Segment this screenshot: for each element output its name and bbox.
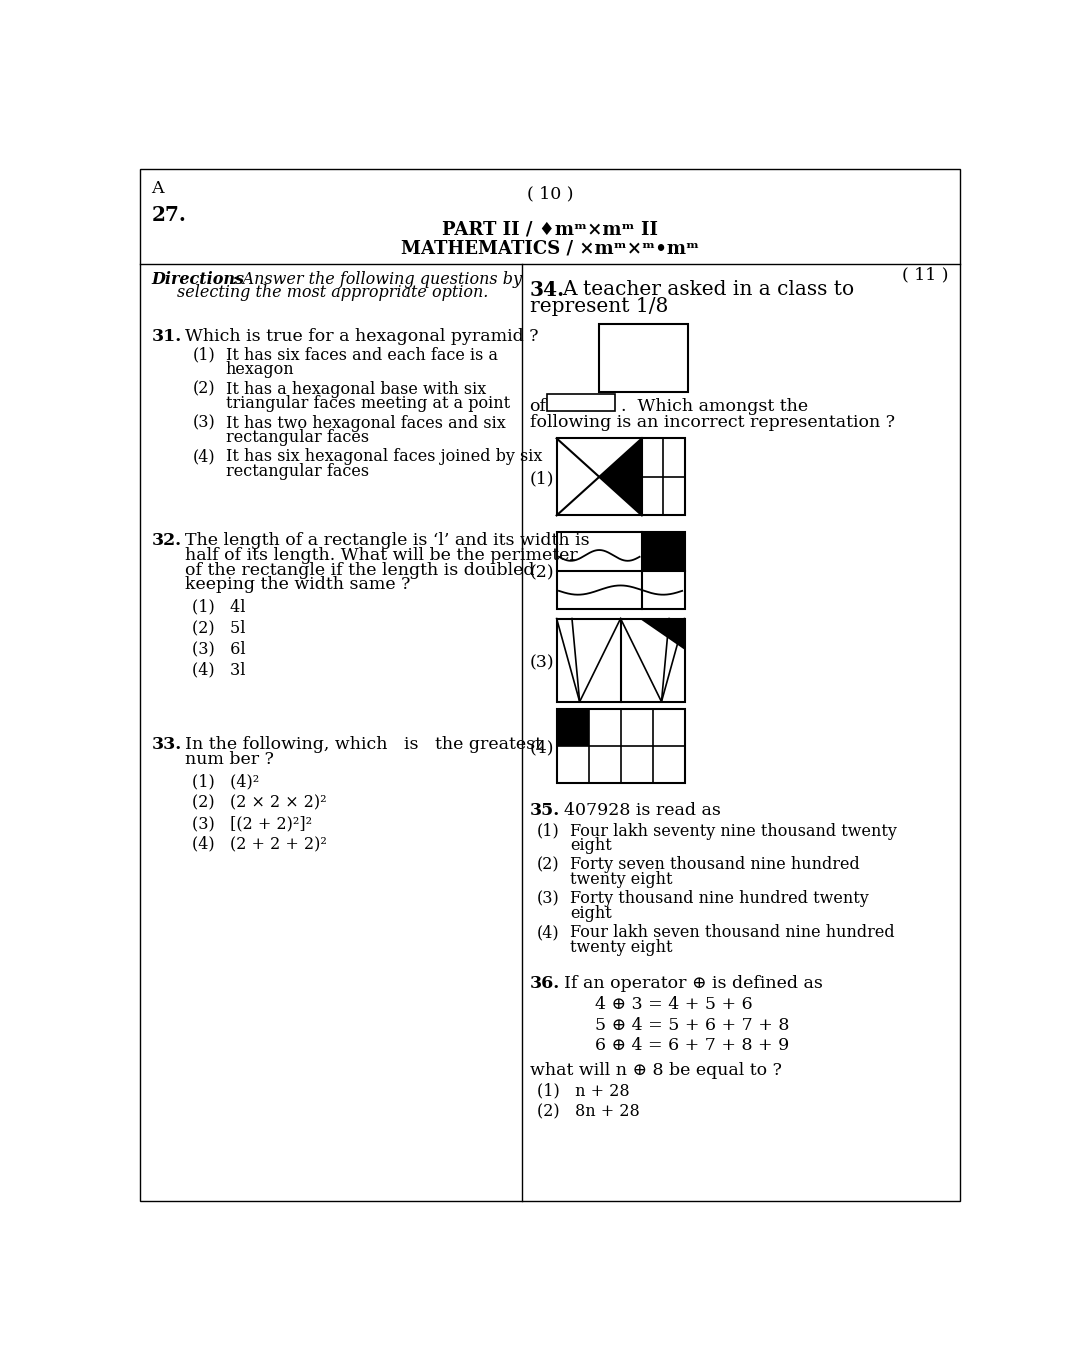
Bar [547, 393, 614, 411]
Bar [556, 533, 684, 609]
Text: (3): (3) [537, 891, 560, 907]
Text: The length of a rectangle is ‘l’ and its width is: The length of a rectangle is ‘l’ and its… [185, 533, 590, 549]
Text: 36.: 36. [529, 975, 560, 993]
Text: (1)   (4)²: (1) (4)² [192, 773, 260, 791]
Text: (2)   5l: (2) 5l [192, 620, 246, 636]
Bar [556, 709, 589, 746]
Text: (3): (3) [529, 654, 554, 671]
Text: (3)   6l: (3) 6l [192, 640, 246, 658]
Bar [556, 709, 684, 782]
Text: (1)   4l: (1) 4l [192, 598, 246, 616]
Text: MATHEMATICS / ×mᵐ×ᵐ•mᵐ: MATHEMATICS / ×mᵐ×ᵐ•mᵐ [402, 240, 699, 258]
Text: (2): (2) [537, 857, 560, 873]
Text: eight: eight [570, 837, 611, 854]
Polygon shape [599, 438, 642, 515]
Text: 27.: 27. [151, 205, 186, 225]
Text: what will n ⊕ 8 be equal to ?: what will n ⊕ 8 be equal to ? [529, 1062, 782, 1079]
Text: twenty eight: twenty eight [570, 871, 672, 888]
Text: (3): (3) [192, 415, 215, 431]
Bar [642, 533, 684, 571]
Text: PART II / ♦mᵐ×mᵐ II: PART II / ♦mᵐ×mᵐ II [442, 221, 658, 239]
Text: 35.: 35. [529, 801, 560, 819]
Text: (4)   (2 + 2 + 2)²: (4) (2 + 2 + 2)² [192, 835, 328, 853]
Text: rectangular faces: rectangular faces [226, 462, 368, 480]
Text: 4 ⊕ 3 = 4 + 5 + 6: 4 ⊕ 3 = 4 + 5 + 6 [595, 995, 753, 1013]
Text: selecting the most appropriate option.: selecting the most appropriate option. [177, 285, 489, 301]
Text: twenty eight: twenty eight [570, 938, 672, 956]
Text: (2)   8n + 28: (2) 8n + 28 [537, 1102, 640, 1120]
Bar [556, 438, 684, 515]
Text: keeping the width same ?: keeping the width same ? [185, 576, 410, 593]
Text: (4)   3l: (4) 3l [192, 660, 246, 678]
Text: A: A [151, 179, 164, 197]
Text: of: of [529, 397, 547, 415]
Text: : Answer the following questions by: : Answer the following questions by [228, 270, 522, 287]
Text: Four lakh seventy nine thousand twenty: Four lakh seventy nine thousand twenty [570, 823, 897, 839]
Text: (2): (2) [192, 381, 215, 397]
Text: 34.: 34. [529, 279, 565, 300]
Text: represent 1/8: represent 1/8 [529, 297, 668, 316]
Text: (4): (4) [537, 925, 560, 941]
Text: Four lakh seven thousand nine hundred: Four lakh seven thousand nine hundred [570, 925, 895, 941]
Text: 32.: 32. [151, 533, 182, 549]
Text: (4): (4) [192, 449, 215, 465]
Text: (2): (2) [529, 564, 554, 582]
Text: A teacher asked in a class to: A teacher asked in a class to [562, 279, 854, 298]
Text: 31.: 31. [151, 328, 182, 346]
Text: (4): (4) [529, 740, 554, 757]
Text: of the rectangle if the length is doubled: of the rectangle if the length is double… [185, 561, 534, 579]
Text: It has two hexagonal faces and six: It has two hexagonal faces and six [226, 415, 506, 431]
Text: hexagon: hexagon [226, 362, 294, 378]
Text: (1): (1) [192, 347, 215, 363]
Text: (1): (1) [537, 823, 560, 839]
Text: (2)   (2 × 2 × 2)²: (2) (2 × 2 × 2)² [192, 795, 326, 811]
Text: It has six hexagonal faces joined by six: It has six hexagonal faces joined by six [226, 449, 542, 465]
Polygon shape [640, 618, 684, 650]
Text: If an operator ⊕ is defined as: If an operator ⊕ is defined as [564, 975, 824, 993]
Text: (1)   n + 28: (1) n + 28 [537, 1082, 629, 1100]
Text: In the following, which   is   the greatest: In the following, which is the greatest [185, 736, 541, 754]
Text: (3)   [(2 + 2)²]²: (3) [(2 + 2)²]² [192, 815, 313, 833]
Bar [556, 618, 684, 701]
Text: ( 10 ): ( 10 ) [527, 186, 574, 203]
Bar [599, 324, 688, 392]
Text: 33.: 33. [151, 736, 182, 754]
Text: 5 ⊕ 4 = 5 + 6 + 7 + 8: 5 ⊕ 4 = 5 + 6 + 7 + 8 [595, 1017, 789, 1033]
Text: 6 ⊕ 4 = 6 + 7 + 8 + 9: 6 ⊕ 4 = 6 + 7 + 8 + 9 [595, 1037, 789, 1055]
Text: rectangular faces: rectangular faces [226, 428, 368, 446]
Text: Forty thousand nine hundred twenty: Forty thousand nine hundred twenty [570, 891, 869, 907]
Text: It has a hexagonal base with six: It has a hexagonal base with six [226, 381, 485, 397]
Text: Directions: Directions [151, 270, 244, 287]
Text: Which is true for a hexagonal pyramid ?: Which is true for a hexagonal pyramid ? [185, 328, 538, 346]
Text: 407928 is read as: 407928 is read as [564, 801, 722, 819]
Text: .  Which amongst the: . Which amongst the [621, 397, 808, 415]
Text: It has six faces and each face is a: It has six faces and each face is a [226, 347, 497, 363]
Text: following is an incorrect representation ?: following is an incorrect representation… [529, 414, 895, 431]
Text: ( 11 ): ( 11 ) [901, 267, 948, 283]
Text: triangular faces meeting at a point: triangular faces meeting at a point [226, 395, 510, 412]
Text: Forty seven thousand nine hundred: Forty seven thousand nine hundred [570, 857, 859, 873]
Text: eight: eight [570, 904, 611, 922]
Text: num ber ?: num ber ? [185, 751, 274, 767]
Text: half of its length. What will be the perimeter: half of its length. What will be the per… [185, 546, 578, 564]
Text: (1): (1) [529, 471, 554, 488]
